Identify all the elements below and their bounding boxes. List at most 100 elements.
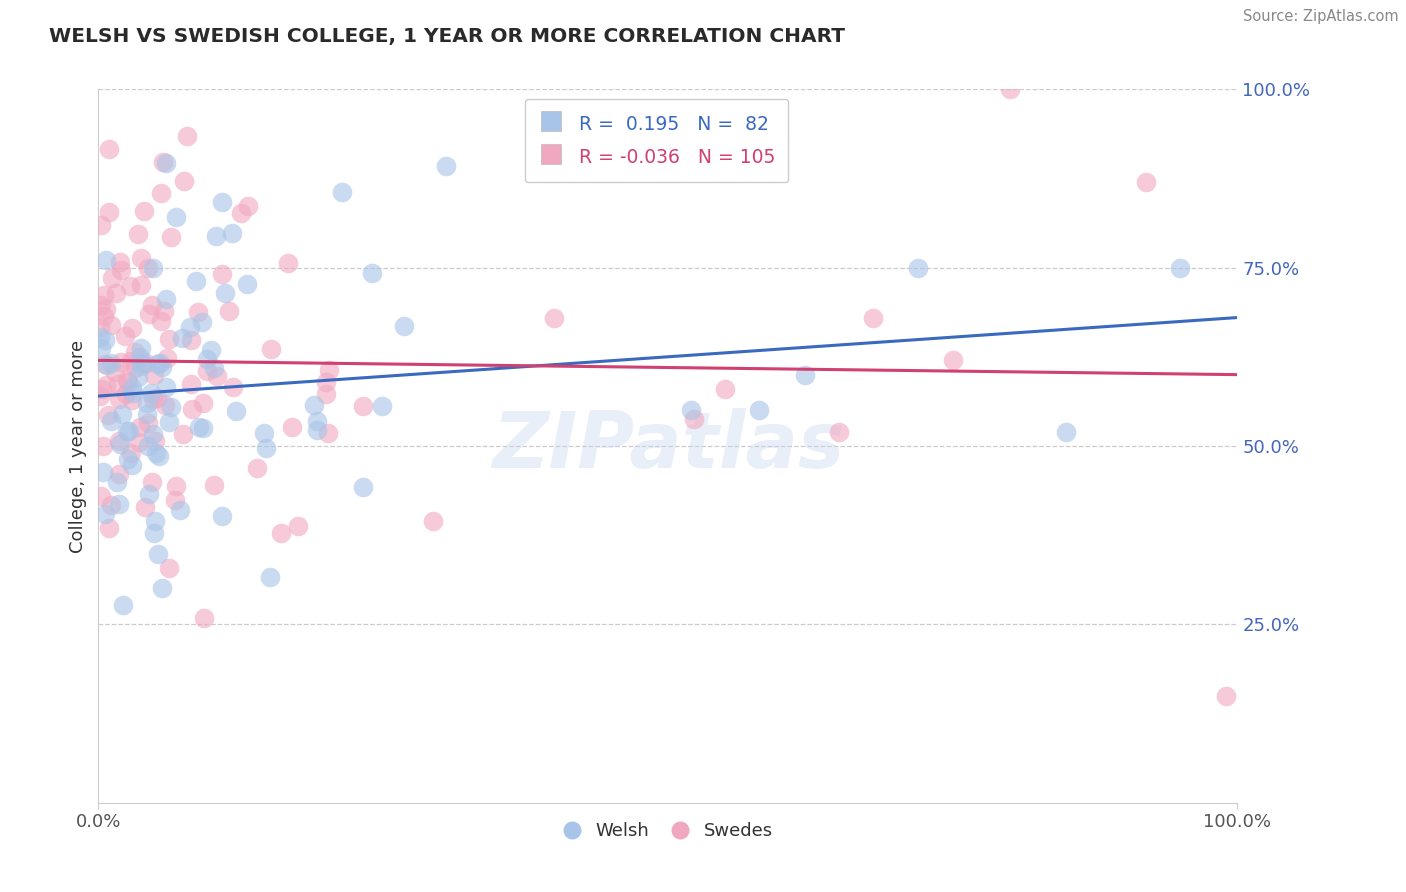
Point bbox=[114, 329, 136, 343]
Point bbox=[184, 274, 207, 288]
Point bbox=[115, 425, 138, 439]
Point bbox=[108, 434, 131, 448]
Point bbox=[121, 458, 143, 473]
Point bbox=[156, 351, 179, 365]
Point bbox=[392, 319, 415, 334]
Point bbox=[121, 393, 143, 408]
Point bbox=[141, 475, 163, 489]
Point bbox=[100, 356, 122, 370]
Point bbox=[304, 398, 326, 412]
Point bbox=[145, 357, 167, 371]
Point bbox=[307, 414, 329, 428]
Point bbox=[108, 497, 131, 511]
Point bbox=[149, 356, 172, 370]
Point bbox=[128, 419, 150, 434]
Point bbox=[138, 307, 160, 321]
Point bbox=[89, 389, 111, 403]
Point bbox=[141, 297, 163, 311]
Point bbox=[165, 493, 187, 508]
Point bbox=[131, 356, 153, 370]
Point bbox=[93, 507, 115, 521]
Point bbox=[146, 547, 169, 561]
Text: ZIPatlas: ZIPatlas bbox=[492, 408, 844, 484]
Point bbox=[191, 315, 214, 329]
Point bbox=[117, 375, 139, 389]
Point bbox=[828, 425, 851, 439]
Point bbox=[998, 82, 1021, 96]
Point bbox=[143, 368, 166, 382]
Legend: Welsh, Swedes: Welsh, Swedes bbox=[555, 815, 780, 847]
Point bbox=[129, 350, 152, 364]
Point bbox=[238, 199, 260, 213]
Point bbox=[145, 434, 167, 449]
Y-axis label: College, 1 year or more: College, 1 year or more bbox=[69, 340, 87, 552]
Point bbox=[150, 582, 173, 596]
Point bbox=[1215, 689, 1237, 703]
Point bbox=[108, 255, 131, 269]
Point bbox=[191, 421, 214, 435]
Point bbox=[157, 415, 180, 429]
Point bbox=[136, 417, 159, 431]
Point bbox=[107, 377, 129, 392]
Point bbox=[176, 129, 198, 144]
Point bbox=[287, 519, 309, 533]
Point bbox=[127, 369, 149, 384]
Point bbox=[246, 461, 269, 475]
Point bbox=[93, 309, 115, 323]
Point bbox=[120, 278, 142, 293]
Point bbox=[543, 310, 565, 325]
Point bbox=[157, 332, 180, 346]
Point bbox=[236, 277, 259, 292]
Point bbox=[259, 570, 281, 584]
Point bbox=[91, 439, 114, 453]
Point bbox=[139, 386, 162, 401]
Point bbox=[225, 404, 247, 418]
Point bbox=[205, 368, 228, 383]
Point bbox=[142, 427, 165, 442]
Point bbox=[155, 398, 177, 412]
Point bbox=[254, 441, 277, 455]
Point bbox=[121, 381, 143, 395]
Point bbox=[202, 361, 225, 376]
Point bbox=[1170, 260, 1192, 275]
Point bbox=[142, 392, 165, 407]
Point bbox=[120, 446, 142, 460]
Point bbox=[111, 407, 134, 421]
Point bbox=[1054, 425, 1078, 439]
Point bbox=[682, 411, 704, 425]
Point bbox=[352, 399, 374, 413]
Point bbox=[153, 304, 176, 318]
Point bbox=[110, 262, 132, 277]
Point bbox=[270, 526, 292, 541]
Point bbox=[89, 320, 111, 334]
Point bbox=[121, 321, 143, 335]
Point bbox=[172, 426, 194, 441]
Point bbox=[193, 396, 215, 410]
Point bbox=[120, 354, 142, 368]
Point bbox=[222, 380, 245, 394]
Point bbox=[360, 266, 382, 280]
Point bbox=[93, 465, 115, 479]
Point bbox=[155, 156, 177, 170]
Point bbox=[165, 479, 187, 493]
Point bbox=[91, 382, 114, 396]
Point bbox=[128, 435, 150, 450]
Point bbox=[253, 426, 276, 441]
Point bbox=[180, 333, 202, 347]
Point bbox=[180, 376, 202, 391]
Point bbox=[96, 358, 118, 372]
Point bbox=[143, 514, 166, 528]
Point bbox=[148, 450, 170, 464]
Point bbox=[352, 480, 374, 494]
Point bbox=[124, 361, 146, 376]
Point bbox=[136, 407, 159, 421]
Point bbox=[211, 268, 233, 282]
Point bbox=[281, 419, 304, 434]
Point bbox=[221, 226, 243, 240]
Point bbox=[138, 439, 160, 453]
Point bbox=[117, 452, 139, 467]
Point bbox=[160, 400, 183, 414]
Point bbox=[129, 251, 152, 265]
Point bbox=[793, 368, 815, 382]
Point bbox=[315, 387, 337, 401]
